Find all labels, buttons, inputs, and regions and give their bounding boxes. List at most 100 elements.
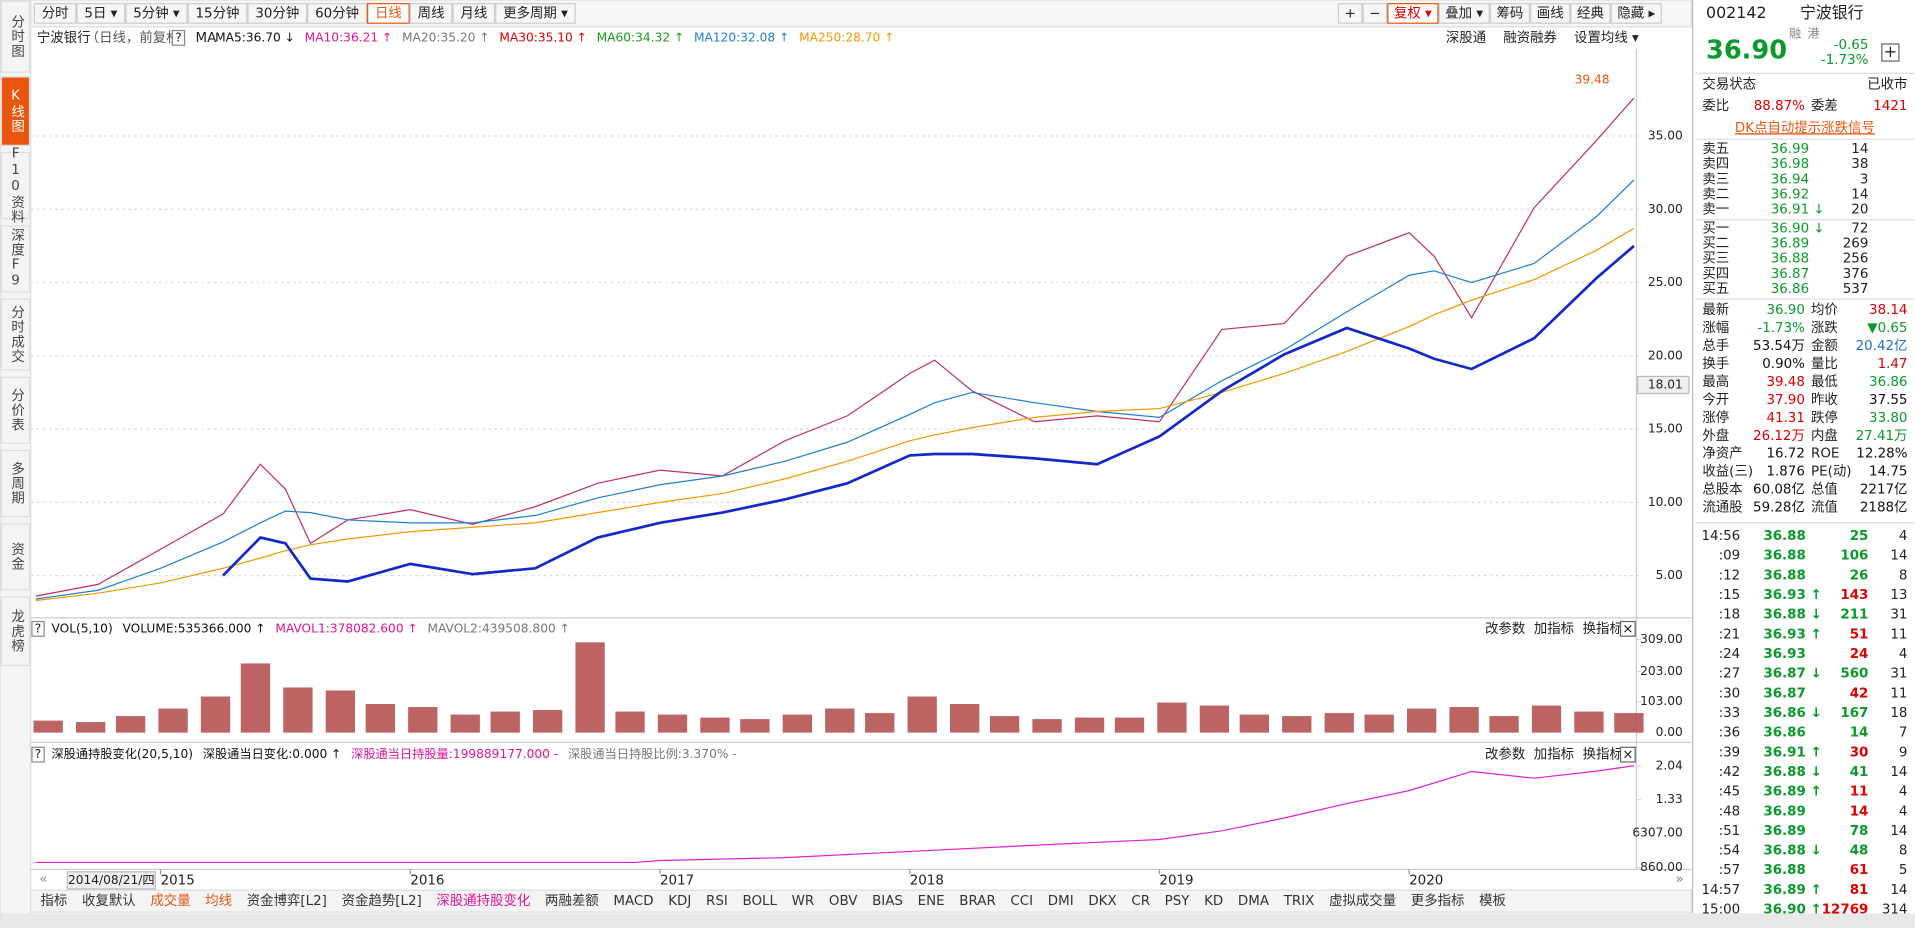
indicator-tab[interactable]: ENE — [918, 894, 945, 909]
period-label[interactable]: 月线 — [460, 5, 487, 21]
indicator-tab[interactable]: CCI — [1010, 894, 1033, 909]
indicator-tab[interactable]: 虚拟成交量 — [1329, 892, 1396, 909]
add-button[interactable] — [1881, 43, 1900, 62]
period-button[interactable] — [33, 3, 77, 24]
side-tab-label[interactable]: 多周期 — [8, 460, 25, 505]
help-box[interactable] — [171, 29, 186, 46]
side-tab[interactable] — [0, 523, 31, 591]
indicator-tab[interactable]: 收复默认 — [82, 892, 136, 909]
indicator-tab[interactable]: 资金趋势[L2] — [342, 893, 422, 909]
indicator-tab[interactable]: MACD — [613, 894, 653, 909]
side-tab[interactable] — [0, 152, 31, 220]
tool-label[interactable]: 经典 — [1577, 5, 1604, 21]
help-label[interactable]: ? — [175, 30, 181, 44]
panel-button[interactable]: 换指标 — [1583, 747, 1623, 763]
period-button[interactable] — [495, 3, 576, 24]
tool-button[interactable] — [1387, 3, 1439, 24]
nav-left[interactable]: « — [39, 872, 47, 887]
period-button[interactable] — [409, 3, 453, 24]
indicator-tab[interactable]: 深股通持股变化 — [436, 893, 530, 909]
period-label[interactable]: 60分钟 — [315, 4, 359, 21]
indicator-tab[interactable]: BRAR — [959, 894, 996, 909]
side-tab-label[interactable]: 分价表 — [8, 388, 25, 432]
period-label[interactable]: 30分钟 — [255, 4, 299, 21]
side-tab[interactable] — [0, 449, 31, 518]
indicator-tab[interactable]: DMA — [1238, 894, 1270, 909]
indicator-tab[interactable]: KDJ — [668, 894, 691, 909]
tool-label[interactable]: 隐藏 ▸ — [1617, 5, 1655, 21]
period-label[interactable]: 更多周期 ▾ — [503, 4, 568, 21]
side-tab[interactable] — [0, 596, 31, 667]
side-tab-label[interactable]: 分时图 — [8, 14, 25, 58]
tool-label[interactable]: + — [1345, 6, 1356, 21]
indicator-tab[interactable]: PSY — [1165, 894, 1191, 909]
indicator-tab[interactable]: BOLL — [742, 894, 777, 909]
add-button-label[interactable]: + — [1884, 42, 1897, 61]
tool-label[interactable]: 复权 ▾ — [1394, 4, 1432, 21]
side-tab[interactable] — [0, 298, 31, 371]
tool-button[interactable] — [1489, 3, 1531, 24]
tool-label[interactable]: − — [1369, 6, 1380, 21]
side-tab-label[interactable]: K线图 — [8, 88, 25, 134]
close-box[interactable] — [1619, 746, 1636, 763]
nav-right[interactable]: » — [1675, 872, 1683, 887]
indicator-tab[interactable]: BIAS — [872, 894, 903, 909]
period-button[interactable] — [76, 3, 126, 24]
side-tab-label[interactable]: 资金 — [8, 542, 25, 571]
side-tab-label[interactable]: F10资料 — [8, 147, 25, 225]
indicator-tab[interactable]: KD — [1204, 894, 1223, 909]
close-box[interactable] — [1619, 620, 1636, 637]
tool-button[interactable] — [1610, 3, 1662, 24]
tool-label[interactable]: 画线 — [1537, 5, 1564, 21]
period-label[interactable]: 5分钟 ▾ — [133, 4, 180, 21]
side-tab[interactable] — [0, 376, 31, 444]
period-button[interactable] — [307, 3, 368, 24]
period-button[interactable] — [452, 3, 496, 24]
indicator-tab[interactable]: 资金博弈[L2] — [247, 893, 327, 909]
indicator-tab[interactable]: 模板 — [1479, 893, 1506, 909]
indicator-tab[interactable]: CR — [1131, 894, 1150, 909]
info-link[interactable]: 融资融券 — [1503, 30, 1557, 46]
panel-button[interactable]: 加指标 — [1534, 621, 1574, 637]
side-tab[interactable] — [0, 76, 31, 146]
indicator-tab[interactable]: DKX — [1088, 894, 1116, 909]
indicator-tab[interactable]: 均线 — [205, 893, 232, 909]
tool-button[interactable] — [1570, 3, 1611, 24]
tool-label[interactable]: 叠加 ▾ — [1445, 5, 1483, 21]
indicator-tab[interactable]: OBV — [829, 894, 858, 909]
panel-button[interactable]: 改参数 — [1485, 746, 1526, 763]
close-label[interactable]: × — [1622, 622, 1633, 637]
period-button[interactable] — [125, 3, 188, 24]
indicator-tab[interactable]: 两融差额 — [545, 893, 599, 909]
panel-button[interactable]: 换指标 — [1583, 621, 1623, 637]
period-label[interactable]: 5日 ▾ — [84, 6, 117, 21]
side-tab-label[interactable]: 分时成交 — [8, 305, 25, 364]
tool-button[interactable] — [1530, 3, 1571, 24]
indicator-tab[interactable]: 成交量 — [150, 892, 190, 909]
tool-button[interactable] — [1362, 3, 1388, 24]
period-button[interactable] — [367, 3, 410, 24]
panel-button[interactable]: 改参数 — [1485, 620, 1526, 637]
tool-button[interactable] — [1337, 3, 1363, 24]
indicator-tab[interactable]: 更多指标 — [1411, 892, 1465, 909]
signal-link[interactable]: DK点自动提示涨跌信号 — [1735, 120, 1875, 136]
indicator-tab[interactable]: TRIX — [1283, 894, 1315, 909]
indicator-tab[interactable]: 指标 — [40, 893, 67, 909]
indicator-tab[interactable]: WR — [792, 894, 815, 909]
period-label[interactable]: 15分钟 — [196, 4, 240, 21]
info-link[interactable]: 设置均线 ▾ — [1574, 30, 1639, 46]
side-tab[interactable] — [0, 0, 31, 73]
help-label[interactable]: ? — [35, 747, 41, 761]
help-box[interactable] — [31, 620, 45, 637]
side-tab-label[interactable]: 龙虎榜 — [8, 609, 25, 653]
period-button[interactable] — [247, 3, 308, 24]
side-tab-label[interactable]: 深度F9 — [8, 228, 25, 290]
indicator-tab[interactable]: DMI — [1048, 894, 1074, 909]
panel-button[interactable]: 加指标 — [1534, 747, 1574, 763]
period-label[interactable]: 周线 — [418, 5, 445, 21]
help-label[interactable]: ? — [35, 621, 41, 635]
period-label[interactable]: 日线 — [375, 5, 402, 21]
side-tab[interactable] — [0, 225, 31, 293]
tool-button[interactable] — [1438, 3, 1490, 24]
indicator-tab[interactable]: RSI — [706, 894, 728, 909]
